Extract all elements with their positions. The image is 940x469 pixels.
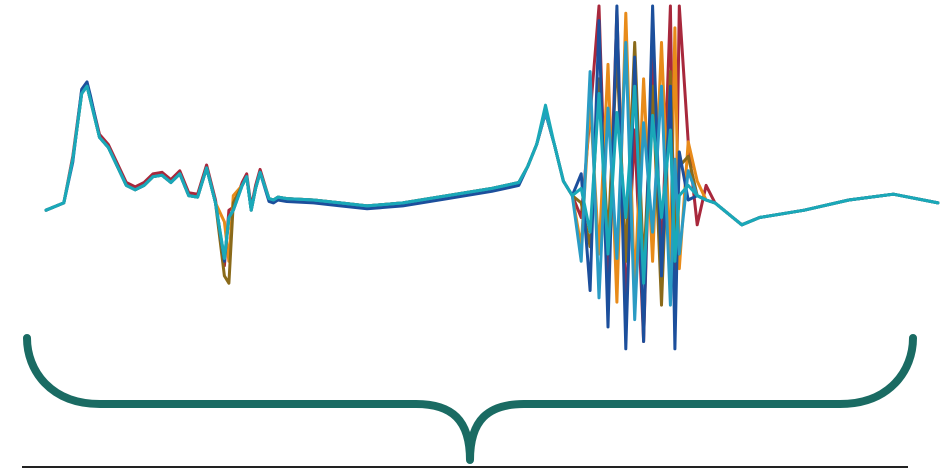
curly-brace bbox=[23, 334, 917, 464]
series-line-2 bbox=[44, 11, 940, 304]
series-line-5 bbox=[44, 41, 940, 322]
series-layer bbox=[44, 4, 940, 351]
series-line-6 bbox=[44, 84, 940, 285]
